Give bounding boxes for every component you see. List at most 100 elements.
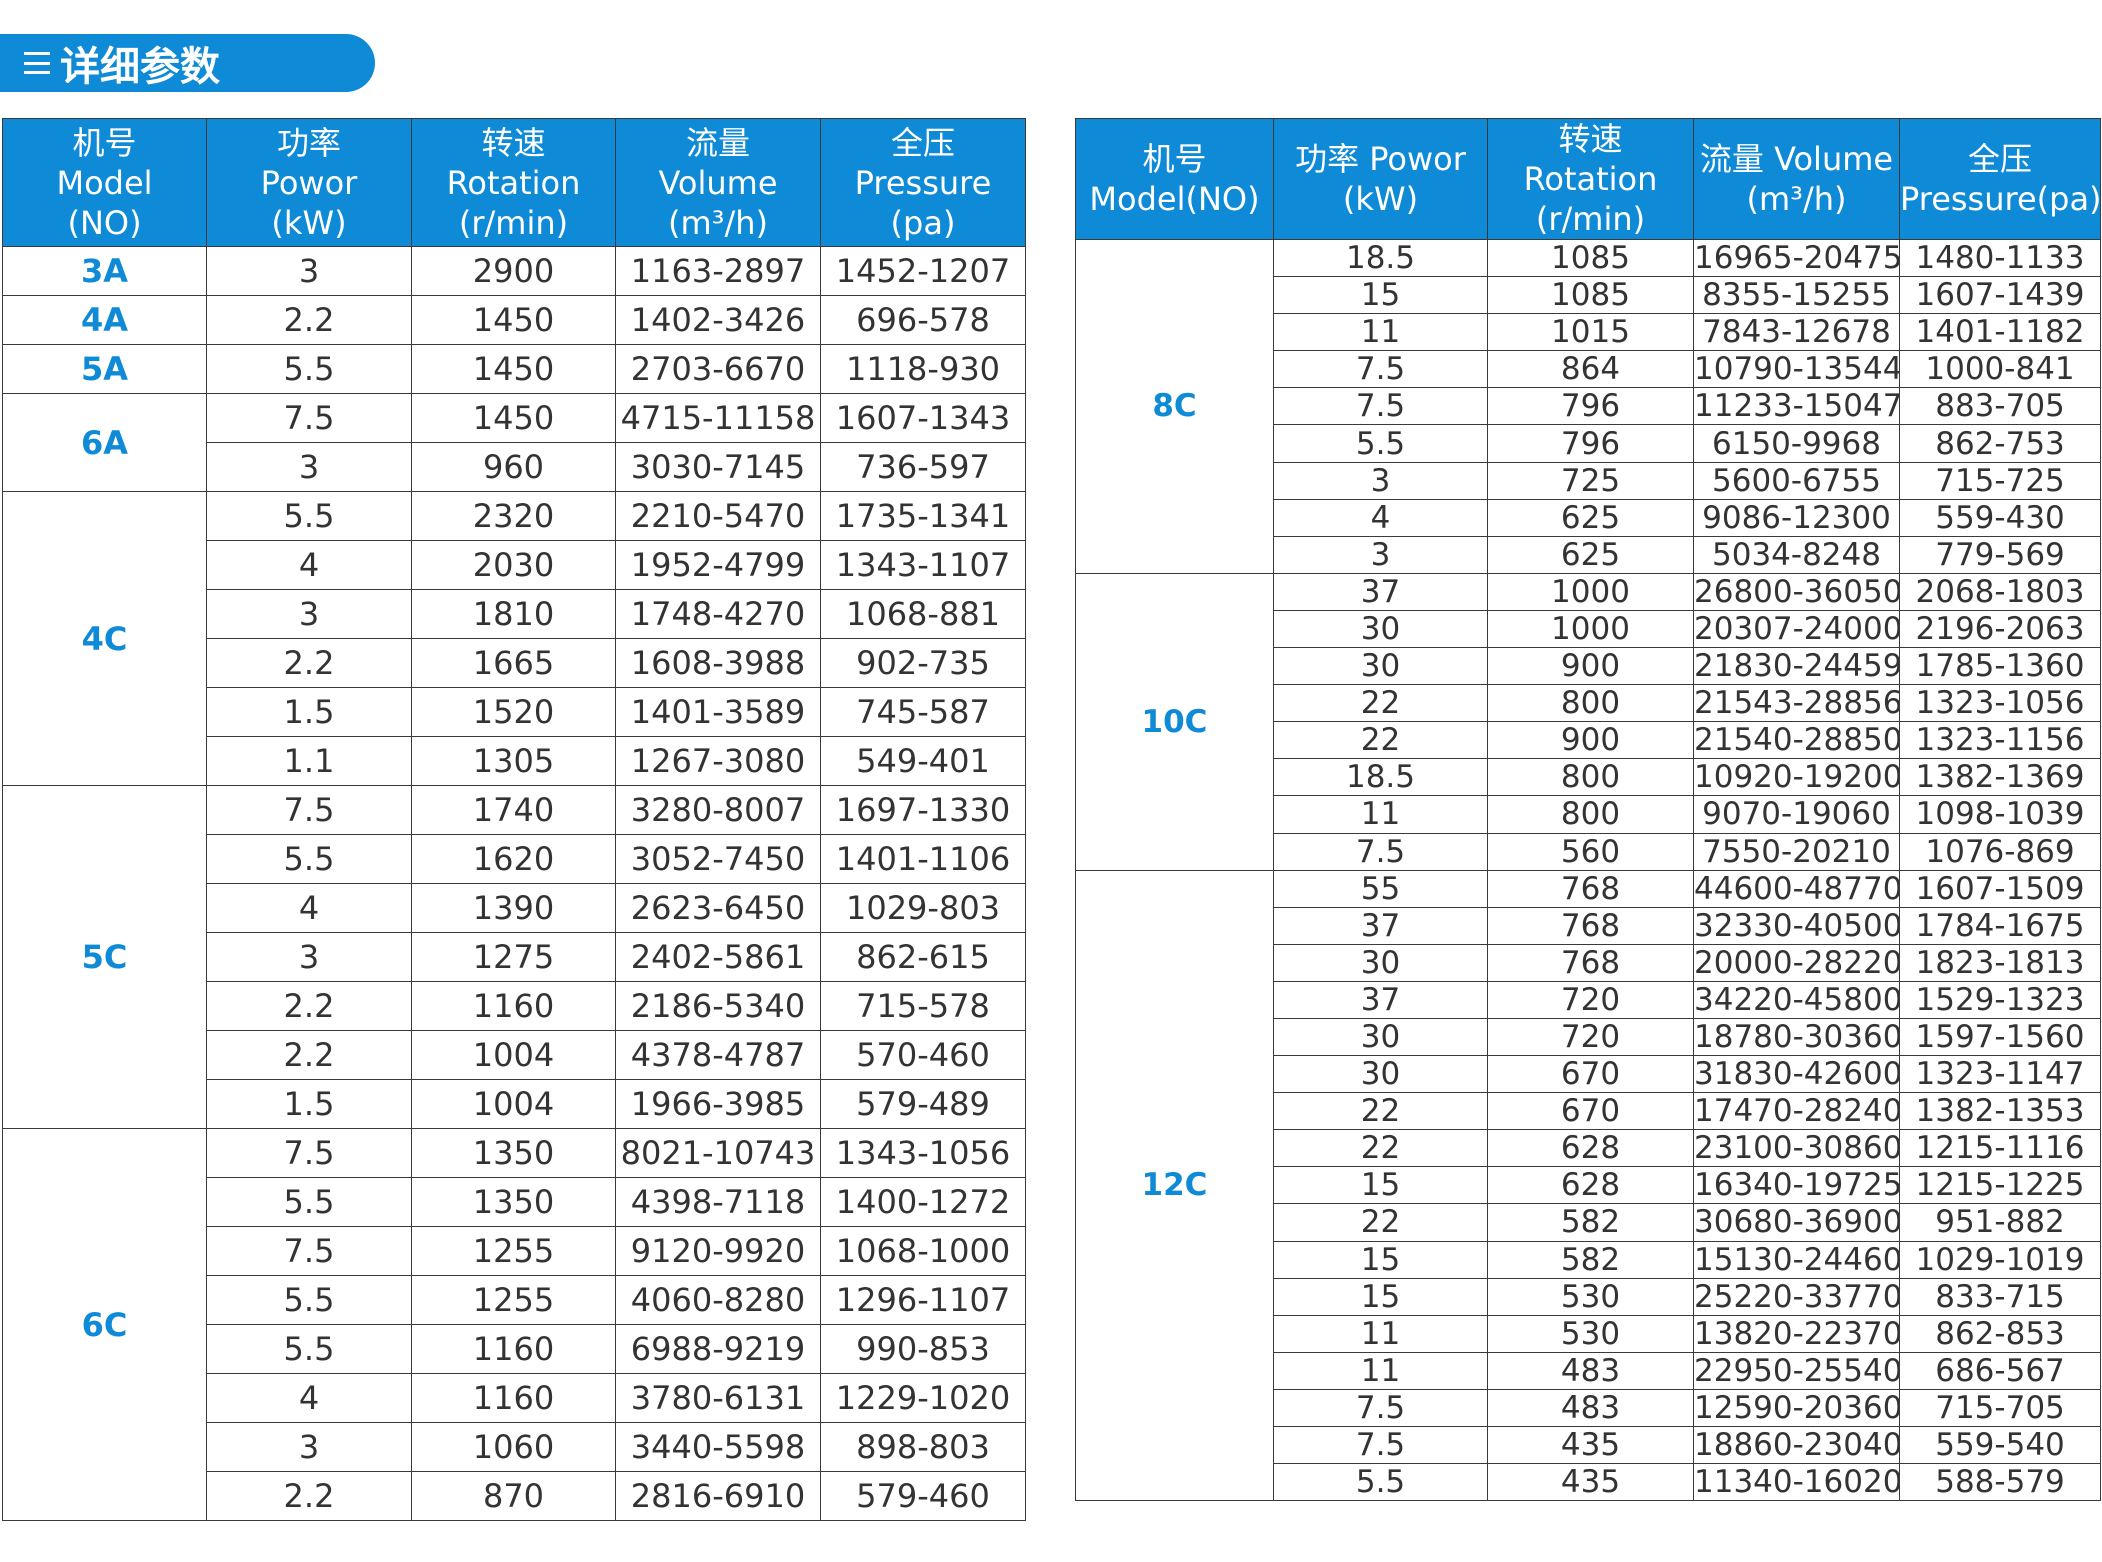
power-cell: 7.5 <box>1273 1425 1488 1465</box>
power-cell: 15 <box>1273 1166 1488 1205</box>
table-row: 5.5 1620 3052-7450 1401-1106 <box>3 834 1026 884</box>
power-cell: 15 <box>1273 1277 1488 1316</box>
pressure-cell: 1029-1019 <box>1899 1240 2101 1279</box>
volume-cell: 12590-20360 <box>1693 1388 1900 1428</box>
rotation-cell: 435 <box>1487 1425 1694 1465</box>
rotation-cell: 870 <box>411 1471 616 1521</box>
rotation-cell: 1085 <box>1487 238 1694 278</box>
volume-cell: 20307-24000 <box>1693 609 1900 649</box>
pressure-cell: 1401-1182 <box>1899 313 2101 352</box>
volume-cell: 25220-33770 <box>1693 1277 1900 1316</box>
power-cell: 7.5 <box>206 393 412 443</box>
pressure-cell: 862-753 <box>1899 424 2101 463</box>
column-header-line: 流量 Volume <box>1699 140 1894 178</box>
volume-cell: 26800-36050 <box>1693 572 1900 611</box>
table-row: 22 800 21543-28856 1323-1056 <box>1076 684 2101 723</box>
power-cell: 7.5 <box>1273 387 1488 426</box>
rotation-cell: 670 <box>1487 1092 1694 1131</box>
power-cell: 11 <box>1273 1351 1488 1390</box>
rotation-cell: 2900 <box>411 246 616 296</box>
rotation-cell: 1275 <box>411 932 616 982</box>
pressure-cell: 579-489 <box>820 1079 1026 1129</box>
column-header-power: 功率 Powor (kW) <box>206 118 412 247</box>
table-row: 3 1060 3440-5598 898-803 <box>3 1422 1026 1472</box>
pressure-cell: 1382-1353 <box>1899 1092 2101 1131</box>
rotation-cell: 1004 <box>411 1079 616 1129</box>
rotation-cell: 796 <box>1487 424 1694 463</box>
volume-cell: 13820-22370 <box>1693 1314 1900 1353</box>
volume-cell: 2816-6910 <box>615 1471 821 1521</box>
model-cell: 8C <box>1075 239 1274 574</box>
table-row: 22 900 21540-28850 1323-1156 <box>1076 721 2101 760</box>
volume-cell: 15130-24460 <box>1693 1240 1900 1279</box>
pressure-cell: 1607-1439 <box>1899 276 2101 315</box>
model-cell: 5C <box>2 785 207 1129</box>
volume-cell: 23100-30860 <box>1693 1129 1900 1168</box>
pressure-cell: 1076-869 <box>1899 832 2101 871</box>
volume-cell: 44600-48770 <box>1693 869 1900 908</box>
rotation-cell: 582 <box>1487 1240 1694 1279</box>
pressure-cell: 736-597 <box>820 442 1026 492</box>
column-header-line: (r/min) <box>458 203 569 242</box>
rotation-cell: 864 <box>1487 350 1694 389</box>
pressure-cell: 1029-803 <box>820 883 1026 933</box>
pressure-cell: 1529-1323 <box>1899 980 2101 1019</box>
power-cell: 5.5 <box>1273 1463 1488 1502</box>
table-row: 5A 5.5 1450 2703-6670 1118-930 <box>2 344 1026 394</box>
volume-cell: 7843-12678 <box>1693 313 1900 352</box>
volume-cell: 9070-19060 <box>1693 795 1900 834</box>
power-cell: 30 <box>1273 647 1488 686</box>
table-row: 37 720 34220-45800 1529-1323 <box>1076 980 2101 1019</box>
table-header-row: 机号 Model (NO) 功率 Powor (kW) 转速 Rotation (r/min) 流… <box>2 118 1026 247</box>
power-cell: 5.5 <box>1273 424 1488 463</box>
power-cell: 55 <box>1273 869 1488 908</box>
volume-cell: 3280-8007 <box>615 785 821 835</box>
volume-cell: 2402-5861 <box>615 932 821 982</box>
pressure-cell: 745-587 <box>820 687 1026 737</box>
rotation-cell: 1520 <box>411 687 616 737</box>
pressure-cell: 1323-1147 <box>1899 1055 2101 1094</box>
power-cell: 37 <box>1273 980 1488 1019</box>
table-row: 5.5 1350 4398-7118 1400-1272 <box>3 1177 1026 1227</box>
power-cell: 18.5 <box>1273 238 1488 278</box>
volume-cell: 8021-10743 <box>615 1128 821 1178</box>
menu-lines-icon <box>24 52 50 74</box>
rotation-cell: 1450 <box>411 393 616 443</box>
pressure-cell: 1735-1341 <box>820 491 1026 541</box>
pressure-cell: 1323-1056 <box>1899 684 2101 723</box>
power-cell: 2.2 <box>206 1471 412 1521</box>
volume-cell: 1401-3589 <box>615 687 821 737</box>
volume-cell: 4378-4787 <box>615 1030 821 1080</box>
volume-cell: 2186-5340 <box>615 981 821 1031</box>
power-cell: 37 <box>1273 906 1488 945</box>
rotation-cell: 800 <box>1487 795 1694 834</box>
rotation-cell: 1004 <box>411 1030 616 1080</box>
volume-cell: 1163-2897 <box>615 246 821 296</box>
column-header-line: (m³/h) <box>667 203 769 242</box>
volume-cell: 22950-25540 <box>1693 1351 1900 1390</box>
volume-cell: 1608-3988 <box>615 638 821 688</box>
pressure-cell: 1323-1156 <box>1899 721 2101 760</box>
power-cell: 2.2 <box>206 638 412 688</box>
power-cell: 7.5 <box>206 785 412 835</box>
volume-cell: 21540-28850 <box>1693 721 1900 760</box>
table-row: 15 582 15130-24460 1029-1019 <box>1076 1240 2101 1279</box>
rotation-cell: 625 <box>1487 535 1694 574</box>
power-cell: 22 <box>1273 721 1488 760</box>
volume-cell: 3030-7145 <box>615 442 821 492</box>
pressure-cell: 1098-1039 <box>1899 795 2101 834</box>
column-header-volume: 流量 Volume (m³/h) <box>1693 118 1900 240</box>
power-cell: 3 <box>206 589 412 639</box>
power-cell: 1.5 <box>206 687 412 737</box>
pressure-cell: 1480-1133 <box>1899 238 2101 278</box>
column-header-rotation: 转速 Rotation (r/min) <box>1487 118 1694 240</box>
power-cell: 3 <box>1273 461 1488 500</box>
column-header-line: 功率 <box>276 123 341 162</box>
table-row: 15 530 25220-33770 833-715 <box>1076 1277 2101 1316</box>
power-cell: 7.5 <box>206 1128 412 1178</box>
table-row: 11 483 22950-25540 686-567 <box>1076 1351 2101 1390</box>
pressure-cell: 588-579 <box>1899 1463 2101 1502</box>
pressure-cell: 990-853 <box>820 1324 1026 1374</box>
table-row: 15 1085 8355-15255 1607-1439 <box>1076 276 2101 315</box>
